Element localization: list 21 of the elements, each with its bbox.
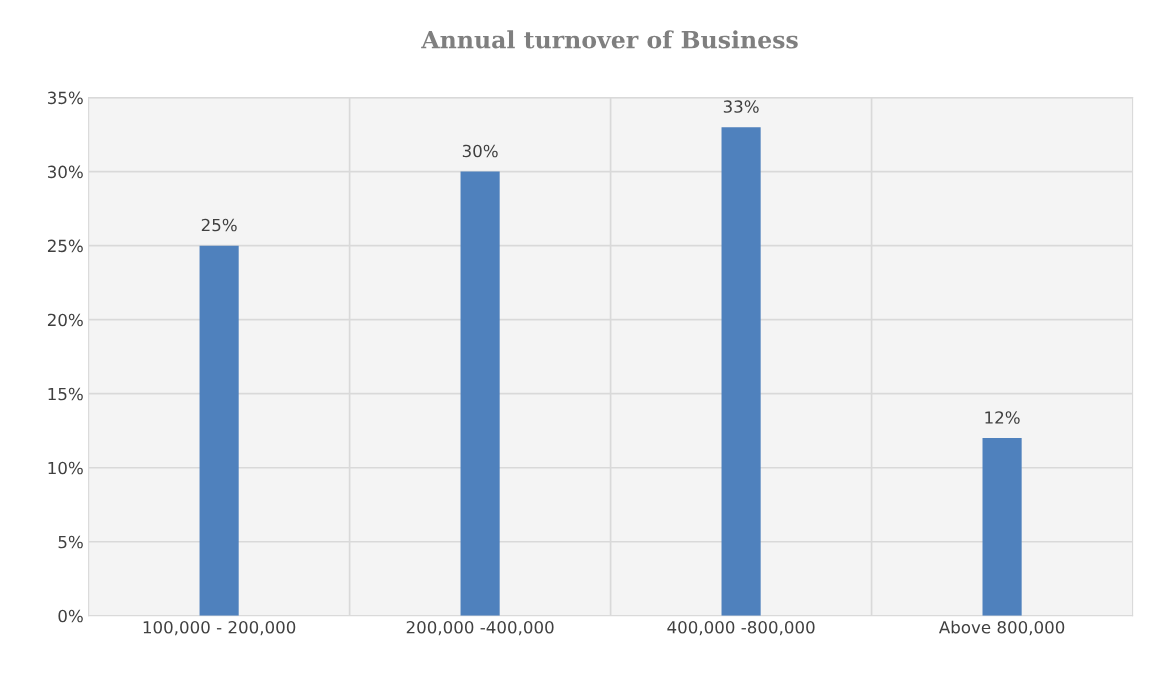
x-tick-label: 400,000 -800,000: [667, 620, 815, 636]
x-tick-label: Above 800,000: [938, 620, 1065, 636]
y-tick-label: 15%: [48, 387, 83, 401]
data-label: 30%: [462, 144, 498, 158]
data-label: 33%: [723, 100, 759, 113]
y-tick-label: 35%: [47, 91, 83, 105]
y-tick-label: 0%: [58, 609, 83, 623]
x-tick-label: 200,000 -400,000: [406, 620, 554, 636]
data-label: 12%: [985, 411, 1020, 424]
bar: [460, 171, 500, 616]
chart-title: Annual turnover of Business: [421, 30, 798, 49]
y-tick-label: 5%: [58, 535, 83, 549]
bar: [721, 127, 761, 616]
y-tick-label: 30%: [47, 165, 83, 179]
x-tick-label: 100,000 - 200,000: [143, 620, 296, 636]
y-tick-label: 20%: [47, 313, 83, 327]
bar: [199, 245, 239, 616]
data-label: 25%: [201, 218, 237, 232]
bar: [982, 438, 1022, 616]
y-tick-label: 25%: [47, 239, 83, 253]
y-tick-label: 10%: [48, 461, 83, 475]
